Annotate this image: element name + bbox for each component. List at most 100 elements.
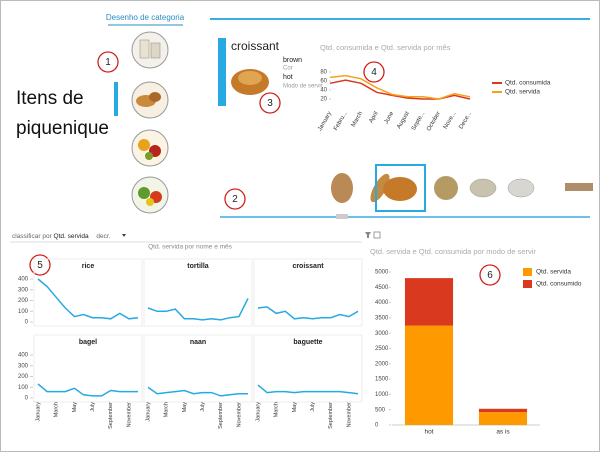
x-tick-label: July	[200, 402, 206, 412]
x-tick-label: April	[369, 111, 380, 124]
annotation-circle	[224, 188, 246, 210]
x-tick-label: June	[384, 110, 396, 125]
legend-label: Qtd. consumida	[505, 80, 551, 87]
panel-line	[257, 384, 359, 395]
y-tick-label: 20	[320, 97, 327, 103]
annotation-circle	[363, 61, 385, 83]
chart-title: Qtd. servida e Qtd. consumida por modo d…	[370, 247, 536, 256]
icon-shape	[149, 92, 161, 102]
strip-item[interactable]	[565, 183, 593, 191]
x-tick-label: March	[351, 111, 365, 128]
series-line	[329, 74, 471, 100]
panel-line	[147, 298, 249, 321]
tab[interactable]: Desenho de categoria	[106, 13, 185, 22]
filter-icon[interactable]	[365, 232, 371, 238]
x-tick-label: November	[126, 402, 132, 428]
legend-label: Qtd. servida	[505, 89, 540, 96]
selection-bar	[114, 82, 118, 116]
category-title: Itens de piquenique	[16, 88, 109, 139]
panel-title: bagel	[79, 339, 97, 346]
panel-line	[147, 386, 248, 397]
y-tick-label: 4000	[375, 300, 389, 306]
y-tick-label: 60	[320, 79, 327, 85]
strip-item[interactable]	[383, 177, 417, 201]
sort-field: Qtd. servida	[54, 233, 89, 240]
panel	[143, 334, 253, 403]
icon-shape	[138, 187, 150, 199]
x-tick-label: May	[182, 402, 188, 413]
x-tick-label: July	[90, 402, 96, 412]
bar-segment	[404, 325, 454, 425]
chart-title: Qtd. servida por nome e mês	[148, 244, 233, 251]
annotation-circle	[479, 264, 501, 286]
x-tick-label: August	[396, 111, 411, 130]
legend-swatch	[523, 280, 532, 288]
card-title: croissant	[231, 39, 280, 53]
panel	[253, 258, 363, 327]
legend-label: Qtd. consumido	[536, 281, 582, 288]
legend-label: Qtd. servida	[536, 269, 571, 276]
annotation-circle	[97, 51, 119, 73]
y-tick-label: 3000	[375, 331, 389, 337]
annotation-number: 5	[37, 260, 43, 271]
card-mode: hot	[283, 74, 293, 81]
image-strip	[220, 164, 593, 219]
card-bar	[218, 38, 226, 106]
y-tick-label: 5000	[375, 270, 389, 276]
y-tick-label: 80	[320, 70, 327, 76]
strip-item[interactable]	[469, 178, 497, 198]
y-tick-label: 100	[18, 385, 29, 391]
icon-shape	[145, 152, 153, 160]
strip-item[interactable]	[331, 173, 353, 203]
chart-title: Qtd. consumida e Qtd. servida por mês	[320, 43, 451, 52]
category-icons	[131, 31, 169, 214]
x-tick-label: as is	[496, 429, 510, 436]
annotation-circle	[259, 92, 281, 114]
popout-icon[interactable]	[373, 231, 381, 239]
strip-item[interactable]	[507, 178, 535, 198]
y-tick-label: 400	[18, 353, 29, 359]
y-tick-label: 4500	[375, 285, 389, 291]
panel-line	[37, 278, 139, 320]
y-tick-label: 300	[18, 363, 29, 369]
y-tick-label: 200	[18, 374, 29, 380]
annotation-number: 6	[487, 270, 493, 281]
y-tick-label: 3500	[375, 315, 389, 321]
x-tick-label: September	[218, 402, 224, 429]
y-tick-label: 1500	[375, 377, 389, 383]
sort-control[interactable]: classificar por Qtd. servida decr.	[12, 233, 111, 240]
x-tick-label: September	[108, 402, 114, 429]
icon-shape	[138, 139, 150, 151]
panel-title: rice	[82, 263, 95, 270]
icon-shape	[139, 39, 150, 59]
icon-shape	[146, 198, 154, 206]
annotation-number: 3	[267, 98, 273, 109]
icon-veg[interactable]	[131, 176, 169, 214]
card-color: brown	[283, 57, 302, 64]
x-tick-label: October	[426, 111, 442, 132]
series-line	[329, 79, 471, 100]
legend-swatch	[523, 268, 532, 276]
y-tick-label: 0	[25, 396, 29, 402]
x-tick-label: March	[54, 402, 60, 417]
strip-item[interactable]	[434, 176, 458, 200]
panel	[33, 334, 143, 403]
x-tick-label: September	[328, 402, 334, 429]
slider[interactable]	[336, 214, 348, 219]
y-tick-label: 40	[320, 88, 327, 94]
panel-title: croissant	[292, 263, 324, 270]
icon-drinks[interactable]	[131, 31, 169, 69]
panel-title: tortilla	[187, 263, 208, 270]
card-image-highlight	[238, 71, 262, 85]
annotation-number: 1	[105, 57, 111, 68]
y-tick-label: 500	[375, 407, 386, 413]
x-tick-label: Febru...	[333, 111, 349, 132]
y-tick-label: 0	[25, 320, 29, 326]
panel-line	[37, 383, 138, 397]
sort-order: decr.	[96, 233, 110, 240]
annotation-circle	[29, 254, 51, 276]
bar-segment	[404, 278, 454, 326]
x-tick-label: Dece...	[458, 111, 473, 131]
